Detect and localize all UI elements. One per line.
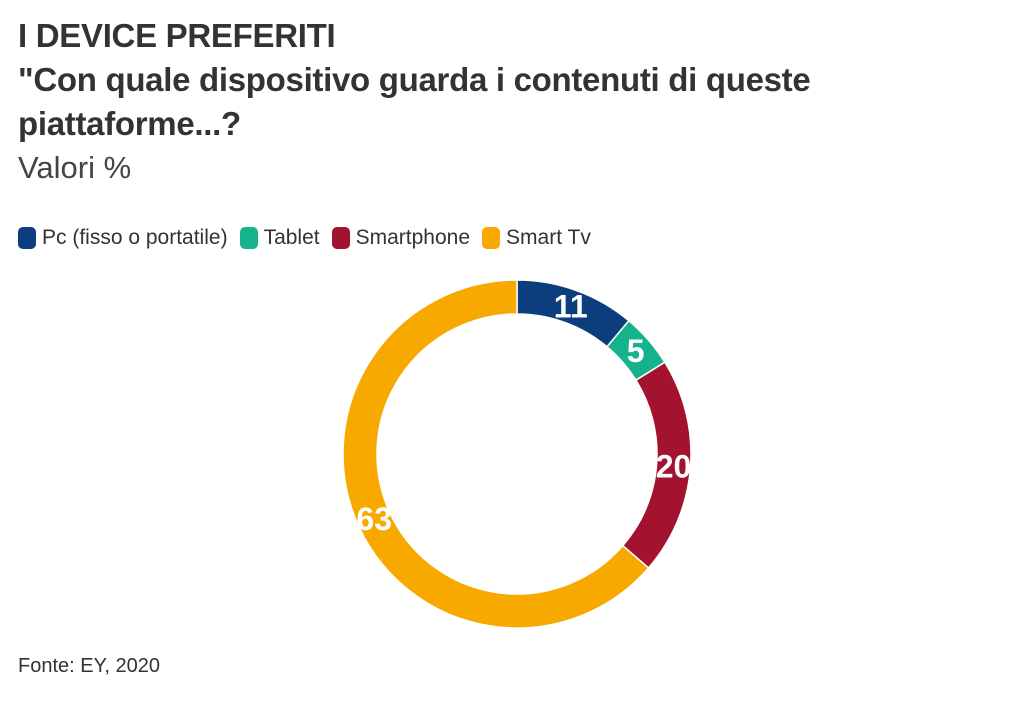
chart-subtitle-line2: piattaforme...?: [18, 105, 241, 142]
legend-item-smart-tv[interactable]: Smart Tv: [482, 226, 591, 250]
chart-subtitle-line1: "Con quale dispositivo guarda i contenut…: [18, 61, 811, 98]
legend-swatch-pc: [18, 227, 36, 249]
legend-label-tablet: Tablet: [263, 226, 320, 249]
legend-item-tablet[interactable]: Tablet: [239, 226, 320, 250]
legend-item-smartphone[interactable]: Smartphone: [331, 226, 471, 250]
data-label-smartphone: 20: [656, 448, 692, 484]
legend-swatch-smartphone: [331, 227, 350, 249]
legend-swatch-tablet: [239, 227, 258, 249]
data-label-pc: 11: [554, 288, 588, 324]
data-label-smart-tv: 63: [356, 501, 392, 537]
legend-label-smartphone: Smartphone: [355, 226, 471, 249]
chart-legend: Pc (fisso o portatile) Tablet Smartphone…: [18, 226, 603, 250]
legend-swatch-smart-tv: [482, 227, 501, 249]
source-note: Fonte: EY, 2020: [18, 655, 160, 677]
legend-label-pc: Pc (fisso o portatile): [42, 226, 228, 249]
donut-slice-smart-tv[interactable]: [342, 279, 650, 629]
chart-header: I DEVICE PREFERITI "Con quale dispositiv…: [18, 14, 1008, 190]
chart-title: I DEVICE PREFERITI: [18, 17, 336, 54]
legend-label-smart-tv: Smart Tv: [506, 226, 591, 249]
legend-item-pc[interactable]: Pc (fisso o portatile): [18, 226, 228, 250]
chart-unit: Valori %: [18, 150, 132, 185]
data-label-tablet: 5: [627, 333, 645, 369]
